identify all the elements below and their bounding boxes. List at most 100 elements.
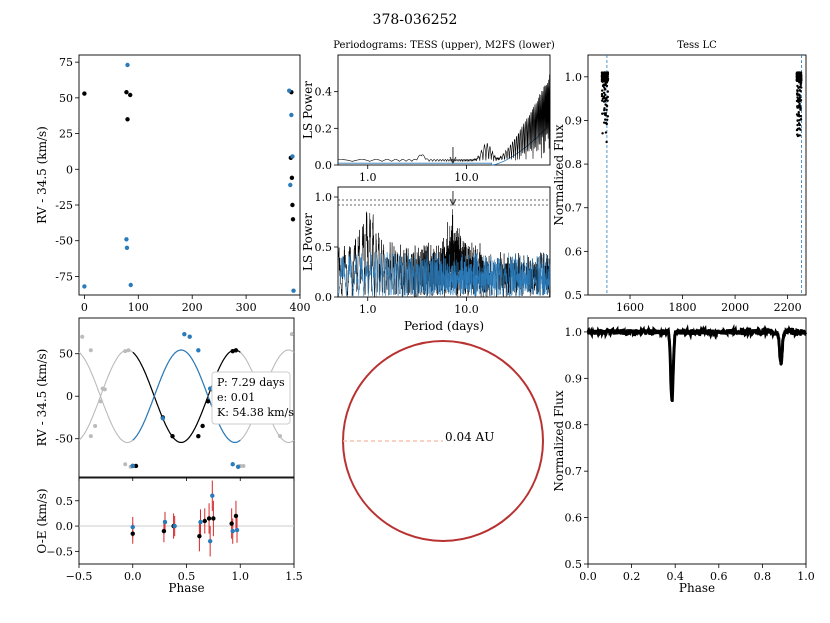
flux-point bbox=[796, 127, 800, 131]
flux-point bbox=[798, 104, 801, 107]
flux-point bbox=[606, 90, 610, 93]
residual-point-tess bbox=[210, 493, 215, 498]
eclipse-point bbox=[672, 367, 675, 370]
eclipse-point bbox=[669, 382, 673, 385]
residual-point-tess bbox=[172, 523, 177, 529]
axes-frame bbox=[78, 54, 301, 296]
rv-phase-point-tess bbox=[207, 386, 213, 391]
axes-frame bbox=[337, 186, 551, 298]
x-axis-label: Phase bbox=[168, 581, 204, 595]
flux-point bbox=[602, 121, 606, 124]
rv-phase-repeat-point bbox=[278, 434, 283, 439]
y-axis-label: LS Power bbox=[301, 81, 315, 139]
flux-point bbox=[602, 91, 606, 95]
rv-point-tess-phase bbox=[291, 288, 296, 293]
residual-point-tess bbox=[207, 539, 213, 544]
phased-flux-band bbox=[586, 323, 808, 402]
y-tick-label: -50 bbox=[55, 433, 73, 446]
residual-point-m2fs bbox=[229, 521, 234, 526]
y-tick-label: 0.5 bbox=[565, 558, 583, 571]
eclipse-point bbox=[782, 334, 785, 338]
y-tick-label: 0.8 bbox=[565, 158, 583, 171]
y-axis-label: Normalized Flux bbox=[552, 124, 566, 225]
axes-frame bbox=[587, 317, 807, 565]
eclipse-point bbox=[778, 348, 781, 351]
eclipse-point bbox=[672, 346, 676, 350]
rv-point-m2fs bbox=[124, 89, 129, 95]
rv-point-tess-phase bbox=[125, 62, 130, 68]
residual-point-m2fs bbox=[233, 513, 239, 519]
rv-phase-point-tess bbox=[182, 331, 187, 337]
periodogram-line bbox=[337, 209, 551, 298]
rv-phase-point-tess bbox=[130, 463, 135, 469]
flux-point bbox=[600, 71, 604, 74]
periodogram-line bbox=[338, 74, 551, 163]
x-tick-label: 100 bbox=[128, 301, 149, 314]
y-tick-label: 1.0 bbox=[565, 71, 583, 84]
flux-point bbox=[605, 104, 608, 107]
y-axis-label: O-E (km/s) bbox=[35, 488, 49, 553]
residual-point-m2fs bbox=[202, 518, 207, 524]
x-tick-label: 0.4 bbox=[666, 570, 684, 583]
flux-point bbox=[797, 111, 800, 114]
y-tick-label: 1.0 bbox=[315, 191, 333, 204]
y-tick-label: 0 bbox=[66, 390, 73, 403]
x-tick-label: 0.0 bbox=[579, 570, 597, 583]
rv-point-tess-phase bbox=[287, 88, 292, 93]
flux-point bbox=[798, 74, 801, 77]
model-curve-tess bbox=[132, 349, 241, 444]
y-tick-label: 0.6 bbox=[565, 245, 583, 258]
eclipse-point bbox=[779, 362, 782, 365]
flux-point bbox=[601, 84, 605, 88]
eclipse-point bbox=[777, 343, 781, 347]
flux-point bbox=[605, 79, 608, 82]
rv-point-tess-phase bbox=[82, 284, 87, 289]
model-curve-m2fs bbox=[132, 349, 241, 444]
flux-point bbox=[601, 112, 604, 115]
rv-phase-repeat-point bbox=[123, 349, 128, 354]
flux-point bbox=[797, 113, 801, 116]
x-axis-label: Phase bbox=[679, 581, 715, 595]
flux-point bbox=[796, 89, 799, 93]
flux-point bbox=[604, 93, 607, 96]
residual-point-tess bbox=[130, 524, 135, 530]
rv-phase-point-tess bbox=[196, 348, 201, 353]
period-arrow bbox=[449, 191, 457, 207]
panel-rv-vs-phase: -50 0 50 RV - 34.5 (km/s) P: 7.29 days e: 0.0… bbox=[35, 317, 295, 481]
eclipse-point bbox=[671, 392, 674, 396]
y-axis-label: LS Power bbox=[301, 213, 315, 271]
x-tick-label: 1.0 bbox=[232, 570, 250, 583]
eclipse-point bbox=[673, 338, 676, 341]
flux-point bbox=[602, 77, 606, 80]
rv-phase-point-m2fs bbox=[200, 423, 205, 429]
flux-point bbox=[606, 115, 610, 118]
y-tick-label: 0.9 bbox=[565, 114, 583, 127]
eclipse-point bbox=[780, 359, 783, 363]
rv-phase-repeat-point bbox=[123, 462, 128, 467]
flux-point bbox=[602, 100, 606, 103]
x-tick-label: 1.0 bbox=[797, 570, 815, 583]
x-tick-label: 1.5 bbox=[285, 570, 303, 583]
flux-point bbox=[796, 71, 799, 75]
flux-point bbox=[798, 94, 801, 97]
y-tick-label: 0.7 bbox=[565, 202, 583, 215]
flux-point bbox=[799, 98, 803, 102]
flux-point bbox=[603, 107, 606, 110]
y-tick-label: -25 bbox=[55, 199, 73, 212]
figure-title: 378-036252 bbox=[373, 12, 458, 28]
rv-point-tess-phase bbox=[290, 154, 295, 159]
flux-point bbox=[604, 131, 608, 134]
orbit-label: 0.04 AU bbox=[445, 430, 494, 444]
flux-point bbox=[605, 96, 608, 99]
y-tick-label: 50 bbox=[59, 92, 73, 105]
y-tick-label: 0.2 bbox=[315, 122, 333, 135]
flux-point bbox=[798, 123, 802, 127]
eclipse-point bbox=[669, 371, 672, 375]
flux-point bbox=[600, 92, 604, 96]
rv-point-m2fs bbox=[125, 117, 130, 122]
flux-point bbox=[796, 105, 799, 108]
rv-point-m2fs bbox=[128, 92, 133, 98]
residual-point-m2fs bbox=[206, 516, 212, 521]
y-tick-label: -50 bbox=[55, 235, 73, 248]
